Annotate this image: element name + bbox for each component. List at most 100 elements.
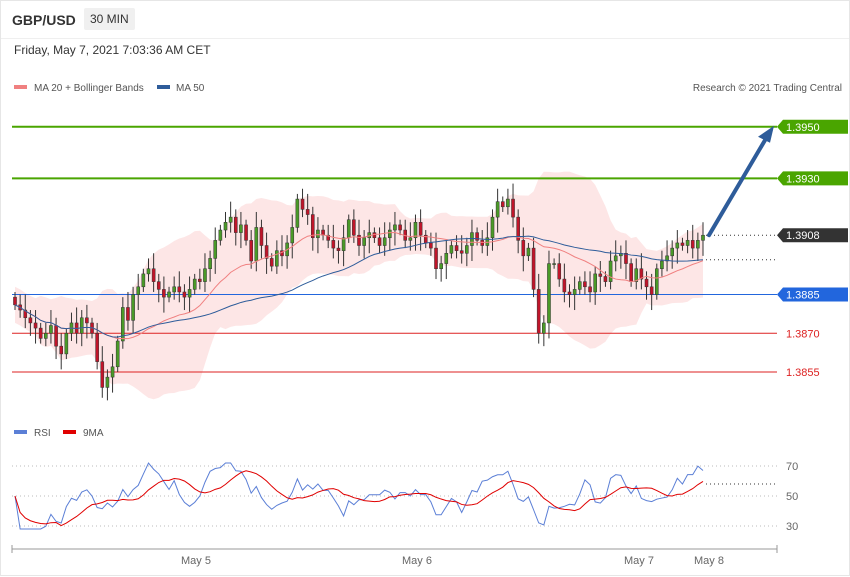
candle-body	[28, 317, 33, 324]
candle-body	[131, 294, 135, 321]
candle-body	[511, 198, 515, 218]
candle-body	[218, 229, 223, 241]
copyright-label: Research © 2021 Trading Central	[693, 83, 842, 94]
candle-body	[357, 234, 361, 246]
ma9-legend-swatch	[63, 430, 76, 434]
candle-body	[465, 245, 469, 254]
candle-body	[500, 201, 505, 208]
candle-body	[187, 289, 192, 298]
candle-body	[552, 263, 556, 265]
x-tick-May-5: May 5	[181, 555, 211, 567]
level-label-1.3870: 1.3870	[786, 328, 820, 340]
candle-body	[49, 325, 53, 334]
timestamp: Friday, May 7, 2021 7:03:36 AM CET	[14, 43, 211, 57]
candle-body	[362, 237, 366, 246]
candle-body	[588, 286, 592, 293]
timeframe-button[interactable]: 30 MIN	[84, 8, 135, 30]
rsi-legend-swatch	[14, 430, 27, 434]
candle-body	[644, 278, 649, 288]
candle-body	[690, 240, 695, 249]
rsi-9ma-line	[14, 470, 704, 527]
moving-averages	[14, 231, 704, 340]
candle-body	[59, 345, 63, 355]
candle-body	[593, 273, 597, 293]
candle-body	[665, 255, 669, 262]
candle-body	[624, 253, 628, 264]
candle-body	[141, 273, 146, 288]
candle-body	[64, 333, 69, 355]
level-label-1.3950: 1.3950	[786, 122, 820, 134]
candle-body	[696, 240, 700, 249]
candle-body	[192, 278, 197, 290]
rsi-line	[14, 462, 704, 530]
bollinger-band-area	[15, 171, 703, 400]
rsi-legend-label: RSI	[34, 428, 51, 439]
candle-body	[172, 286, 176, 293]
candle-body	[398, 224, 402, 231]
candle-body	[126, 307, 130, 321]
candle-body	[254, 227, 259, 262]
candle-body	[444, 253, 449, 264]
level-label-1.3930: 1.3930	[786, 173, 820, 185]
candle-body	[264, 245, 269, 259]
candle-body	[203, 268, 207, 282]
candle-body	[495, 201, 500, 218]
candle-body	[110, 366, 115, 378]
ma20-line	[14, 231, 704, 340]
candle-body	[228, 216, 233, 223]
candle-body	[670, 247, 674, 257]
candle-body	[449, 245, 454, 254]
rsi-tick-70: 70	[786, 461, 798, 473]
candle-body	[572, 289, 577, 295]
main-legend: MA 20 + Bollinger Bands MA 50 Research ©…	[14, 83, 842, 94]
candle-body	[95, 333, 99, 362]
candle-body	[567, 291, 572, 295]
target-arrow-head	[758, 125, 774, 143]
candle-body	[562, 278, 567, 293]
candle-body	[531, 247, 536, 290]
rsi-panel	[14, 462, 777, 530]
candle-body	[23, 309, 28, 319]
candle-body	[146, 268, 151, 275]
chart-header: GBP/USD 30 MIN	[1, 1, 849, 39]
candle-body	[44, 333, 48, 339]
level-label-1.3855: 1.3855	[786, 367, 820, 379]
candle-body	[305, 209, 310, 215]
rsi-tick-50: 50	[786, 491, 798, 503]
candle-body	[259, 227, 264, 246]
x-tick-May-6: May 6	[402, 555, 432, 567]
candle-body	[655, 268, 659, 295]
candle-body	[336, 247, 341, 251]
candle-body	[13, 296, 17, 306]
candle-body	[352, 219, 356, 236]
candle-body	[151, 268, 156, 282]
candle-body	[598, 273, 603, 277]
candle-body	[480, 240, 485, 246]
target-arrow	[707, 125, 774, 238]
rsi-legend: RSI 9MA	[14, 428, 104, 439]
candle-body	[54, 325, 58, 347]
candle-body	[275, 250, 279, 267]
candle-body	[393, 224, 397, 231]
rsi-grid: 70 50 30	[12, 461, 798, 533]
candle-body	[475, 232, 479, 241]
x-axis: May 5 May 6 May 7 May 8	[11, 545, 778, 567]
ma9-legend-label: 9MA	[83, 428, 104, 439]
candle-body	[341, 237, 346, 251]
ma20-legend-label: MA 20 + Bollinger Bands	[34, 83, 144, 94]
candle-body	[649, 286, 654, 295]
x-tick-May-8: May 8	[694, 555, 724, 567]
candle-body	[182, 291, 187, 298]
candle-body	[316, 229, 320, 239]
candle-body	[459, 250, 464, 254]
candle-body	[300, 198, 305, 210]
candle-body	[613, 255, 618, 262]
candle-body	[198, 278, 202, 282]
candle-body	[377, 237, 382, 246]
candle-body	[115, 340, 120, 368]
candle-body	[290, 227, 295, 244]
candle-body	[326, 234, 330, 241]
candle-body	[413, 222, 418, 239]
candle-body	[100, 361, 105, 388]
